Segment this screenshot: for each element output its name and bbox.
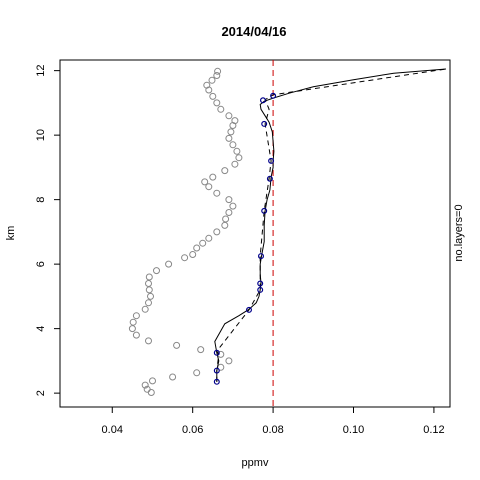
observation-point (231, 117, 239, 125)
layer-point (261, 120, 268, 127)
observation-point (145, 273, 153, 281)
dashed-profile-line (216, 68, 447, 382)
observation-point (145, 280, 152, 287)
y-tick-label: 8 (35, 197, 47, 203)
observation-point (225, 209, 233, 216)
y-tick-label: 4 (35, 326, 47, 332)
x-axis-label: ppmv (242, 457, 269, 469)
observation-point (203, 81, 211, 89)
observation-point (227, 128, 235, 136)
observation-point (147, 292, 154, 300)
observation-point (209, 173, 217, 181)
observation-point (208, 76, 216, 84)
observation-point (233, 147, 241, 155)
observation-point (189, 251, 197, 258)
observation-point (221, 221, 229, 229)
x-tick-label: 0.04 (102, 424, 123, 436)
plot-frame (59, 59, 451, 408)
observation-point (213, 228, 221, 236)
observation-point (217, 105, 225, 113)
y-tick-label: 12 (35, 65, 47, 77)
observation-point (205, 183, 213, 191)
observation-point (213, 72, 221, 79)
layer-point (270, 92, 277, 99)
observation-point (193, 244, 201, 252)
observation-point (193, 369, 201, 377)
layer-point (213, 367, 220, 374)
x-tick-label: 0.12 (423, 424, 444, 436)
observation-point (225, 134, 233, 142)
layer-point (213, 349, 220, 356)
observation-point (145, 337, 152, 345)
y-tick-label: 10 (35, 129, 47, 141)
observation-point (132, 331, 140, 339)
layer-point (266, 175, 273, 182)
observation-point (221, 167, 229, 175)
layer-point (260, 97, 267, 104)
solid-profile-line (214, 68, 447, 382)
observation-point (143, 385, 151, 393)
observation-point (225, 112, 233, 120)
observation-point (205, 234, 213, 242)
observation-point (147, 389, 155, 396)
observation-point (141, 305, 149, 313)
layer-point (261, 207, 268, 214)
observation-point (231, 160, 239, 168)
observation-point (213, 99, 221, 107)
right-margin-label: no.layers=0 (453, 204, 465, 261)
observation-point (173, 341, 181, 349)
observation-point (225, 196, 233, 204)
x-tick-label: 0.06 (182, 424, 203, 436)
layer-point (258, 253, 265, 260)
observation-point (181, 254, 189, 262)
x-axis: 0.04 0.06 0.08 0.10 0.12 (102, 407, 445, 436)
x-tick-label: 0.08 (262, 424, 283, 436)
observation-point (201, 178, 209, 186)
observation-point (197, 346, 205, 354)
observation-point (129, 318, 137, 326)
layer-point (246, 306, 253, 313)
observation-point (145, 299, 152, 307)
layer-point (257, 280, 264, 287)
observation-point (235, 154, 243, 162)
observation-point (229, 202, 237, 210)
observation-point (222, 215, 230, 223)
observation-point (128, 325, 136, 333)
chart-title: 2014/04/16 (221, 24, 286, 39)
x-tick-label: 0.10 (343, 424, 364, 436)
observation-point (165, 260, 173, 268)
observation-point (153, 267, 160, 275)
y-axis-label: km (5, 226, 17, 241)
plot-marks (128, 60, 447, 407)
observation-point (149, 377, 156, 385)
observation-point (169, 373, 177, 381)
y-tick-label: 6 (35, 261, 47, 267)
layer-point (268, 157, 275, 164)
observation-point (132, 312, 140, 320)
observation-point (214, 67, 222, 75)
layer-point (213, 378, 220, 385)
y-axis: 2 4 6 8 10 12 (35, 65, 60, 396)
layer-point (257, 286, 264, 293)
observation-point (199, 239, 207, 247)
observation-point (229, 141, 237, 149)
observation-point (225, 357, 233, 365)
observation-point (141, 381, 149, 389)
observation-point (145, 286, 153, 294)
observation-point (213, 189, 221, 197)
observation-point (209, 92, 217, 100)
y-tick-label: 2 (35, 390, 47, 396)
